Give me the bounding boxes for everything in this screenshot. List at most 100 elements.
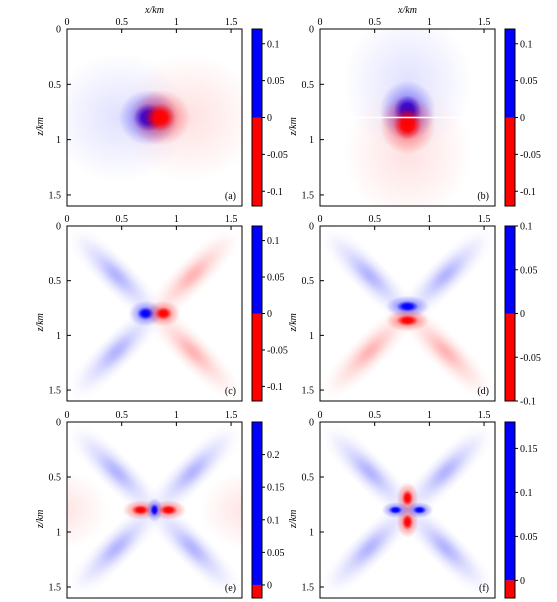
field-lobe-negative <box>405 502 434 518</box>
field-wing <box>71 306 162 397</box>
panel-label: (e) <box>225 583 236 594</box>
panel-label: (a) <box>225 191 236 202</box>
colorbar-segment-red <box>505 117 515 206</box>
y-tick-label: 0 <box>56 418 61 429</box>
colorbar-tick-label: 0.05 <box>520 76 538 87</box>
colorbar-tick-label: 0.1 <box>267 515 280 526</box>
x-tick-label: 1.5 <box>478 214 491 225</box>
colorbar-frame <box>504 421 516 599</box>
field-wing <box>324 503 415 593</box>
y-tick-label: 0.5 <box>49 276 62 287</box>
colorbar-tick-label: -0.1 <box>520 397 536 408</box>
panel-c: 0 0.5 1 1.5 0 0.5 1 1.5 z/km (c) 0.1 0.05 0 -0.05 -0.1 <box>35 214 288 402</box>
colorbar-segment-red <box>505 313 515 401</box>
y-tick-label: 0 <box>56 25 61 36</box>
field-wing <box>147 230 238 321</box>
y-axis-label: z/km <box>288 510 299 529</box>
colorbar-tick-label: 0 <box>267 113 272 124</box>
colorbar-tick-label: 0.15 <box>267 483 285 494</box>
x-axis-label: x/km <box>397 5 417 16</box>
colorbar-segment-blue <box>505 422 515 581</box>
x-tick-label: 0 <box>318 17 323 28</box>
colorbar-tick-label: 0.05 <box>520 532 538 543</box>
plot-frame <box>319 225 496 402</box>
y-axis-label: z/km <box>288 117 299 136</box>
y-tick-label: 0 <box>56 222 61 233</box>
panel-label: (b) <box>477 191 489 202</box>
x-tick-label: 0.5 <box>115 17 128 28</box>
heatmap-field <box>67 29 242 206</box>
y-tick-label: 1 <box>56 528 61 539</box>
y-axis-label: z/km <box>35 313 46 332</box>
x-tick-label: 0.5 <box>368 17 381 28</box>
panel-b: 0 0.5 1 1.5 0 0.5 1 1.5 x/km z/km (b) 0.1 0.05 0 -0.05… <box>288 5 541 207</box>
colorbar-segment-red <box>252 584 262 598</box>
panel-label: (c) <box>225 386 236 397</box>
y-tick-label: 0 <box>309 222 314 233</box>
colorbar-tick-label: 0.1 <box>267 236 280 247</box>
plot-frame <box>66 421 243 599</box>
panel-label: (d) <box>477 386 489 397</box>
colorbar-tick-label: -0.1 <box>267 382 283 393</box>
field-lobe-positive <box>385 309 430 332</box>
colorbar: 0.2 0.15 0.1 0.05 0 <box>251 421 285 599</box>
field-wing <box>71 427 162 517</box>
colorbar-segment-blue <box>252 29 262 118</box>
field-lobe-positive <box>130 89 191 146</box>
plot-frame <box>66 225 243 402</box>
x-tick-label: 0 <box>318 410 323 421</box>
x-tick-label: 0 <box>65 17 70 28</box>
panel-d: 0 0.5 1 1.5 0 0.5 1 1.5 z/km (d) 0.1 0.05 0 -0.05 -0.1 <box>288 214 541 408</box>
plot-frame <box>319 28 496 207</box>
y-tick-label: 0.5 <box>49 473 62 484</box>
heatmap-field <box>320 226 495 401</box>
panel-a: 0 0.5 1 1.5 0 0.5 1 1.5 x/km z/km (a) 0.1 0.05 0 -0.05… <box>35 5 288 207</box>
x-tick-label: 1 <box>174 410 179 421</box>
colorbar: 0.1 0.05 0 -0.05 -0.1 <box>251 225 288 402</box>
heatmap-field <box>320 422 495 598</box>
colorbar-tick-label: 0 <box>520 113 525 124</box>
y-tick-label: 0.5 <box>302 473 315 484</box>
colorbar-segment-red <box>505 580 515 598</box>
colorbar: 0.15 0.1 0.05 0 <box>504 421 538 599</box>
x-tick-label: 0 <box>318 214 323 225</box>
y-tick-label: 0 <box>309 418 314 429</box>
colorbar-tick-label: 0.05 <box>267 548 285 559</box>
y-tick-label: 1 <box>309 331 314 342</box>
field-wing <box>400 230 491 321</box>
field-wing <box>147 503 238 593</box>
heatmap-field <box>320 29 495 206</box>
colorbar-tick-label: -0.05 <box>267 345 288 356</box>
x-tick-label: 1.5 <box>478 17 491 28</box>
x-tick-label: 0.5 <box>115 410 128 421</box>
colorbar-tick-label: -0.05 <box>520 353 541 364</box>
colorbar-tick-label: 0 <box>267 580 272 591</box>
field-wing <box>147 427 238 517</box>
colorbar-tick-label: -0.1 <box>267 187 283 198</box>
colorbar-segment-blue <box>505 226 515 314</box>
colorbar-tick-label: 0.1 <box>267 39 280 50</box>
colorbar-segment-blue <box>252 422 262 585</box>
x-tick-label: 1.5 <box>225 410 238 421</box>
x-tick-label: 1.5 <box>478 410 491 421</box>
colorbar-tick-label: 0.1 <box>520 222 533 233</box>
y-tick-label: 1.5 <box>49 583 62 594</box>
y-axis-label: z/km <box>35 117 46 136</box>
colorbar: 0.1 0.05 0 -0.05 -0.1 <box>251 28 288 207</box>
colorbar-tick-label: -0.1 <box>520 187 536 198</box>
field-wing <box>400 427 491 517</box>
colorbar: 0.1 0.05 0 -0.05 -0.1 <box>504 28 541 207</box>
x-tick-label: 1.5 <box>225 214 238 225</box>
colorbar-tick-label: 0.1 <box>520 488 533 499</box>
panel-label: (f) <box>479 583 489 594</box>
y-tick-label: 1.5 <box>302 583 315 594</box>
field-wing <box>324 306 415 397</box>
x-tick-label: 1 <box>427 410 432 421</box>
plot-frame <box>319 421 496 599</box>
field-lobe-positive <box>146 300 181 327</box>
y-axis-label: z/km <box>35 510 46 529</box>
colorbar-tick-label: 0 <box>520 576 525 587</box>
colorbar-tick-label: 0.05 <box>267 76 285 87</box>
colorbar-tick-label: -0.05 <box>267 150 288 161</box>
x-axis-label: x/km <box>144 5 164 16</box>
